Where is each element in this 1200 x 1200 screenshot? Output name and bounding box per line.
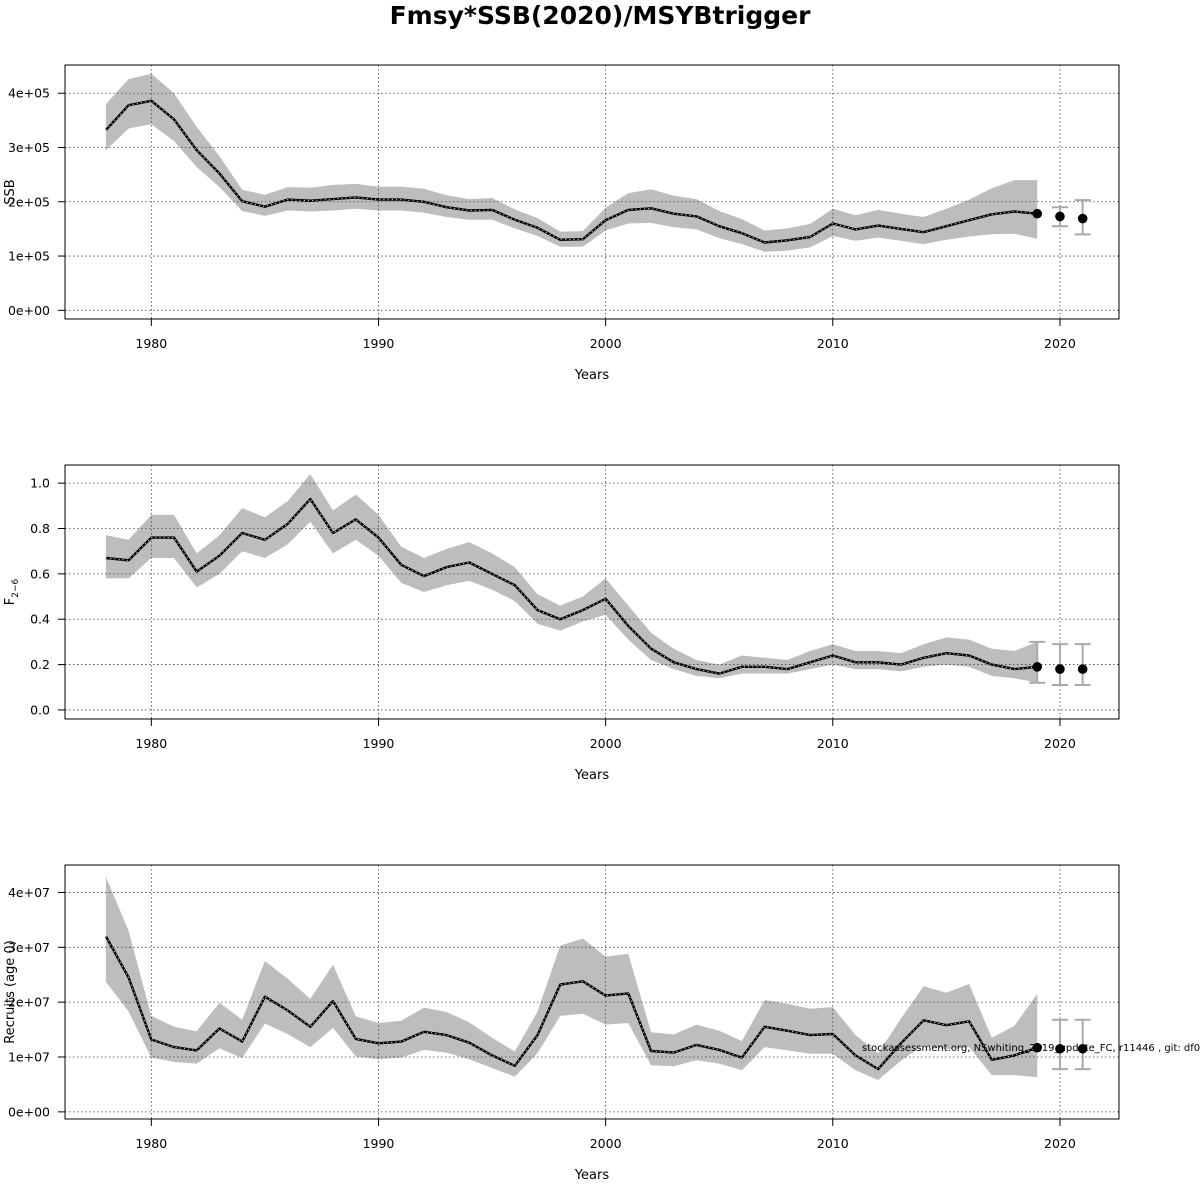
panels: 1980 1990 2000 2010 2020 0e+00 1e+05 2e+05 3e+05… <box>3 64 1120 1183</box>
x-tick-label: 2010 <box>817 336 849 351</box>
forecast-point <box>1055 211 1065 222</box>
x-tick-label: 1990 <box>363 736 395 751</box>
y-tick-label: 0e+00 <box>8 303 50 318</box>
y-axis-label: Recruits (age 0) <box>3 940 18 1044</box>
forecast-point <box>1032 662 1043 672</box>
y-tick-label: 0.8 <box>30 521 50 536</box>
confidence-band <box>105 474 1038 683</box>
y-axis-label-subscript: 2−6 <box>11 578 21 597</box>
y-tick-label: 1e+07 <box>8 1050 50 1065</box>
x-tick-label: 1980 <box>135 736 167 751</box>
forecast-point <box>1077 1043 1088 1054</box>
panel-ssb: 1980 1990 2000 2010 2020 0e+00 1e+05 2e+05 3e+05… <box>3 64 1120 383</box>
x-tick-label: 2000 <box>590 336 622 351</box>
plot-frame <box>64 464 1120 720</box>
estimate-line-dots <box>105 498 1038 675</box>
y-tick-label: 1e+05 <box>8 249 50 264</box>
x-tick-label: 1980 <box>135 336 167 351</box>
x-tick-label: 1990 <box>363 1136 395 1151</box>
estimate-line-dots <box>105 100 1038 243</box>
x-axis-label: Years <box>574 368 610 383</box>
y-tick-label: 4e+07 <box>8 885 50 900</box>
x-tick-label: 2020 <box>1044 736 1076 751</box>
panel-f: 1980 1990 2000 2010 2020 0.0 0.2 0.4 0.6 0.8 1.0 Ye… <box>3 464 1120 783</box>
footnote: stockassessment.org, NSwhiting_2019_upda… <box>862 1043 1200 1054</box>
x-tick-label: 2020 <box>1044 336 1076 351</box>
y-tick-label: 3e+07 <box>8 940 50 955</box>
x-tick-label: 1990 <box>363 336 395 351</box>
x-tick-label: 2000 <box>590 1136 622 1151</box>
confidence-band <box>105 877 1038 1080</box>
forecast-point <box>1055 1043 1065 1054</box>
plot-frame <box>64 64 1120 320</box>
x-tick-label: 2000 <box>590 736 622 751</box>
x-tick-label: 2020 <box>1044 1136 1076 1151</box>
forecast-point <box>1032 208 1043 219</box>
forecast-point <box>1055 664 1065 674</box>
x-axis-label: Years <box>574 1168 610 1183</box>
forecast-point <box>1032 1042 1043 1053</box>
estimate-line <box>104 935 1038 1071</box>
y-tick-label: 0.6 <box>30 566 50 581</box>
x-tick-label: 1980 <box>135 1136 167 1151</box>
forecast-point <box>1077 664 1088 674</box>
x-tick-label: 2010 <box>817 1136 849 1151</box>
y-tick-label: 4e+05 <box>8 86 50 101</box>
y-tick-label: 3e+05 <box>8 140 50 155</box>
y-tick-label: 2e+07 <box>8 995 50 1010</box>
confidence-band <box>105 73 1038 252</box>
y-tick-label: 0.0 <box>30 702 50 717</box>
y-axis-label: SSB <box>3 179 18 204</box>
forecast-point <box>1077 213 1088 224</box>
x-axis-label: Years <box>574 768 610 783</box>
x-tick-label: 2010 <box>817 736 849 751</box>
y-tick-label: 2e+05 <box>8 194 50 209</box>
y-tick-label: 0.2 <box>30 657 50 672</box>
plot-frame <box>64 864 1120 1120</box>
y-tick-label: 0e+00 <box>8 1104 50 1119</box>
y-tick-label: 1.0 <box>30 476 50 491</box>
chart-title: Fmsy*SSB(2020)/MSYBtrigger <box>390 1 812 30</box>
panel-recruits: 1980 1990 2000 2010 2020 0e+00 1e+07 2e+07 3e+07… <box>3 864 1120 1183</box>
y-tick-label: 0.4 <box>30 612 50 627</box>
